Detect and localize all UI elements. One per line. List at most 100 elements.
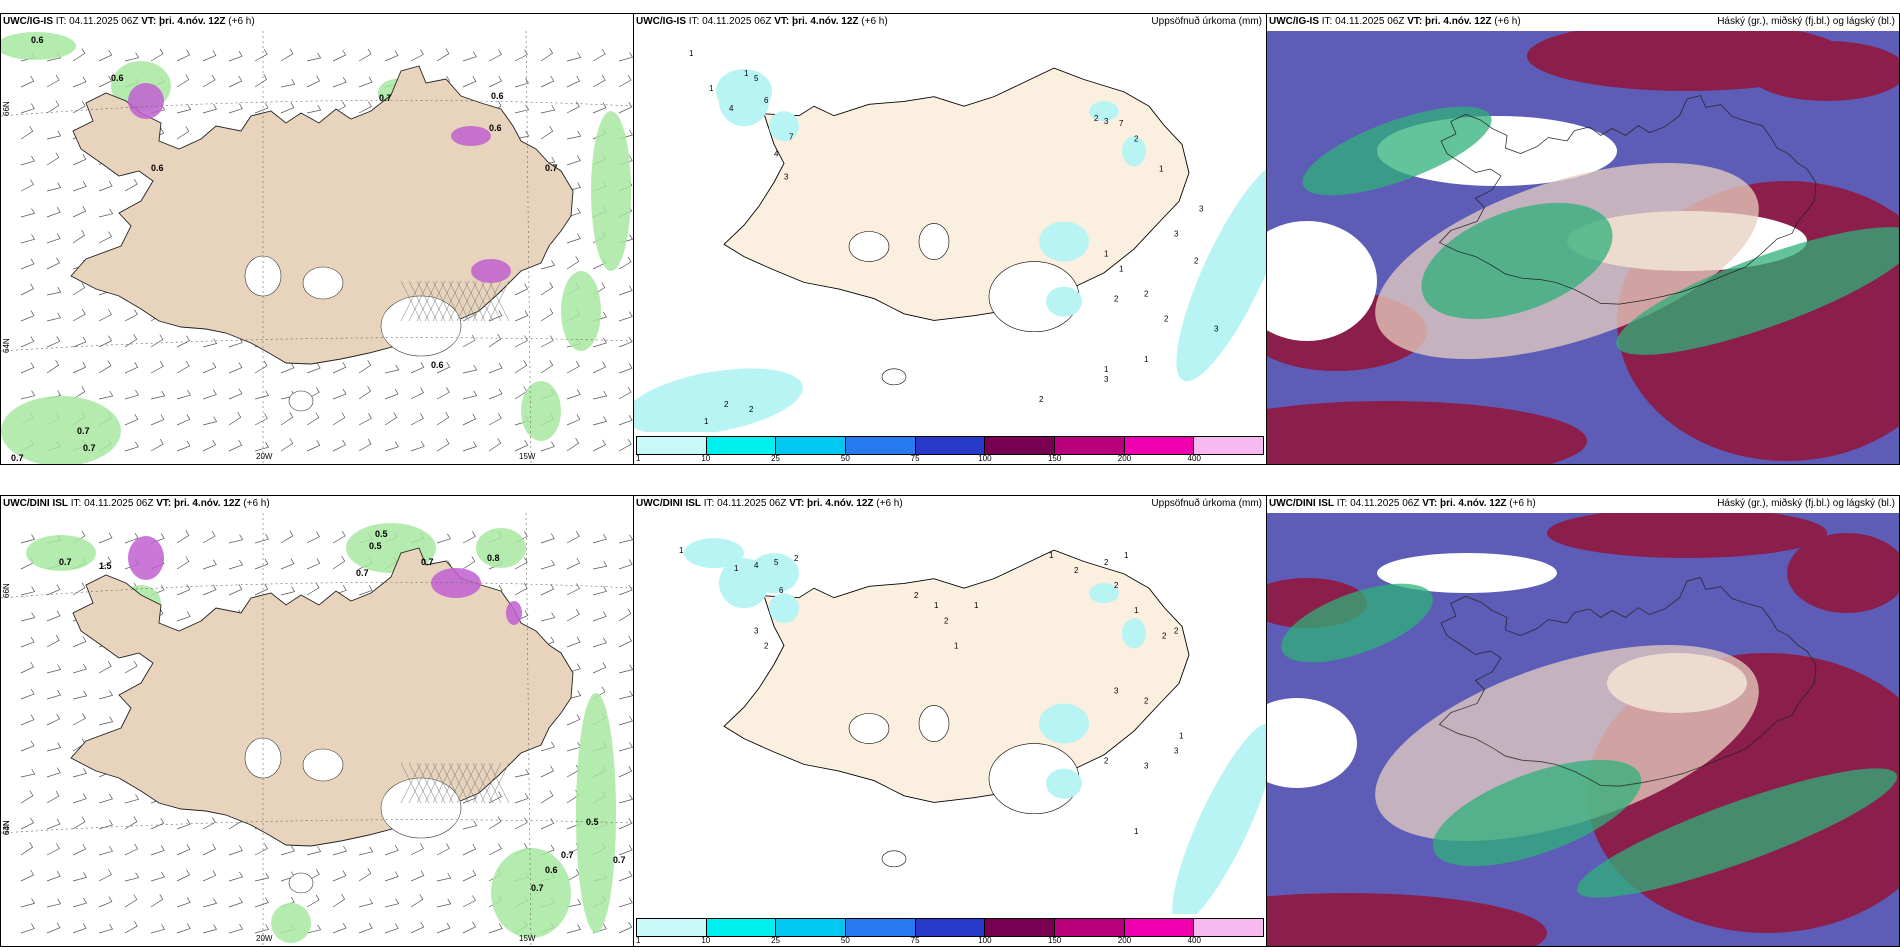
precip-value-label: 2 [1144, 696, 1149, 705]
colorbar-label: 150 [1047, 454, 1062, 463]
wind-map: 0.7 1.5 0.5 0.5 0.7 0.7 0.8 0.5 0.7 0.6 0.7 0.7 20W 1… [1, 513, 633, 946]
precip-value-label: 1 [1104, 250, 1109, 259]
precip-value-label: 2 [1174, 626, 1179, 635]
colorbar-label: 50 [840, 454, 850, 463]
panel-top-left-wind: UWC/IG-IS IT: 04.11.2025 06Z VT: þri. 4.… [0, 13, 634, 465]
precip-value-label: 2 [1104, 757, 1109, 766]
colorbar-label: 400 [1187, 454, 1201, 463]
wind-labels: 0.7 1.50.50.50.70.7 0.80.50.70.60.70.7 [59, 529, 626, 893]
lon-tick-label: 15W [519, 452, 536, 461]
precip-value-label: 7 [1119, 119, 1124, 128]
precip-value-label: 2 [724, 400, 729, 409]
colorbar-label: 100 [978, 936, 992, 945]
wind-value-label: 0.6 [491, 91, 504, 101]
precip-shading [26, 523, 616, 943]
wind-value-label: 0.5 [375, 529, 388, 539]
precip-value-label: 1 [1049, 551, 1054, 560]
colorbar-swatch [985, 437, 1056, 454]
axis-ticks: 20W 15W 66N 64N [2, 101, 536, 461]
colorbar-swatch [776, 437, 847, 454]
precip-value-label: 1 [679, 546, 684, 555]
precip-value-label: 1 [974, 601, 979, 610]
colorbar-label: 75 [910, 454, 920, 463]
precip-value-label: 3 [1114, 686, 1119, 695]
lat-tick-label: 64N [2, 338, 11, 353]
wind-value-label: 0.6 [151, 163, 164, 173]
colorbar-swatch [637, 437, 707, 454]
precip-value-label: 2 [1039, 395, 1044, 404]
panel-bottom-left-wind: UWC/DINI ISL IT: 04.11.2025 06Z VT: þri.… [0, 495, 634, 947]
hatch-area [400, 762, 510, 804]
precip-value-label: 1 [704, 417, 709, 426]
colorbar-swatch [706, 919, 777, 936]
colorbar-label: 1 [636, 936, 641, 945]
mid-cloud-field [1281, 583, 1898, 898]
wind-value-label: 0.7 [356, 568, 369, 578]
precip-value-label: 2 [1114, 295, 1119, 304]
panel-field-title: Háský (gr.), miðský (fj.bl.) og lágský (… [1717, 16, 1895, 27]
precip-value-label: 1 [1104, 365, 1109, 374]
precip-value-label: 4 [774, 149, 779, 158]
colorbar-label: 25 [771, 936, 780, 945]
precip-value-label: 3 [1144, 762, 1149, 771]
wind-value-label: 0.7 [561, 850, 574, 860]
colorbar-swatch [846, 437, 916, 454]
colorbar-swatch [915, 919, 986, 936]
colorbar-swatch [985, 919, 1056, 936]
lat-lon-grid [1, 31, 633, 464]
precip-value-label: 1 [1119, 265, 1124, 274]
precip-value-label: 2 [764, 641, 769, 650]
precip-value-label: 2 [1114, 581, 1119, 590]
precip-value-label: 3 [754, 626, 759, 635]
iceland-landmass [70, 65, 574, 365]
wind-value-label: 0.8 [487, 553, 500, 563]
lat-tick-label: 66N [2, 101, 11, 116]
panel-header: UWC/IG-IS IT: 04.11.2025 06Z VT: þri. 4.… [3, 16, 255, 27]
colorbar-label: 1 [636, 454, 641, 463]
land-underlay [1375, 644, 1759, 842]
precip-value-label: 1 [744, 69, 749, 78]
precip-colorbar: 1 10 25 50 75 100 150 200 400 [634, 434, 1266, 464]
precip-value-label: 7 [789, 132, 794, 141]
glaciers [848, 223, 1080, 386]
precip-value-label: 1 [1144, 355, 1149, 364]
panel-header: UWC/IG-IS IT: 04.11.2025 06Z VT: þri. 4.… [1269, 16, 1521, 27]
colorbar-label: 75 [910, 936, 920, 945]
wind-value-label: 0.7 [421, 557, 434, 567]
lat-tick-label: 64N [2, 820, 11, 835]
precip-colorbar: 1 10 25 50 75 100 150 200 400 [634, 916, 1266, 946]
iceland-outline [1438, 577, 1817, 787]
wind-value-label: 0.6 [31, 35, 44, 45]
lon-tick-label: 20W [256, 452, 273, 461]
colorbar-label: 400 [1187, 936, 1201, 945]
precip-land-shading [719, 558, 1146, 799]
axis-ticks: 20W 15W 66N 64N [2, 583, 536, 943]
precip-value-label: 2 [749, 405, 754, 414]
colorbar-swatch [637, 919, 707, 936]
precip-value-label: 1 [1159, 164, 1164, 173]
iceland-outline [1438, 95, 1817, 305]
panel-top-right-clouds: UWC/IG-IS IT: 04.11.2025 06Z VT: þri. 4.… [1266, 13, 1900, 465]
precip-value-label: 2 [1164, 315, 1169, 324]
colorbar-swatch [846, 919, 916, 936]
precip-value-label: 4 [754, 561, 759, 570]
precip-value-label: 2 [1162, 631, 1167, 640]
colorbar-swatch [1194, 919, 1264, 936]
precip-value-label: 6 [779, 586, 784, 595]
colorbar-swatch [776, 919, 847, 936]
colorbar-label: 10 [701, 936, 711, 945]
precip-value-label: 3 [1214, 325, 1219, 334]
precip-value-label: 1 [954, 641, 959, 650]
cloud-map [1267, 31, 1899, 464]
precip-land-shading [719, 76, 1146, 317]
wind-value-label: 0.7 [613, 855, 626, 865]
precip-value-label: 3 [1104, 117, 1109, 126]
wind-value-label: 0.6 [489, 123, 502, 133]
mid-cloud-field [1302, 106, 1899, 355]
precip-value-label: 2 [1074, 566, 1079, 575]
precip-value-label: 2 [944, 616, 949, 625]
wind-value-label: 1.5 [99, 561, 112, 571]
